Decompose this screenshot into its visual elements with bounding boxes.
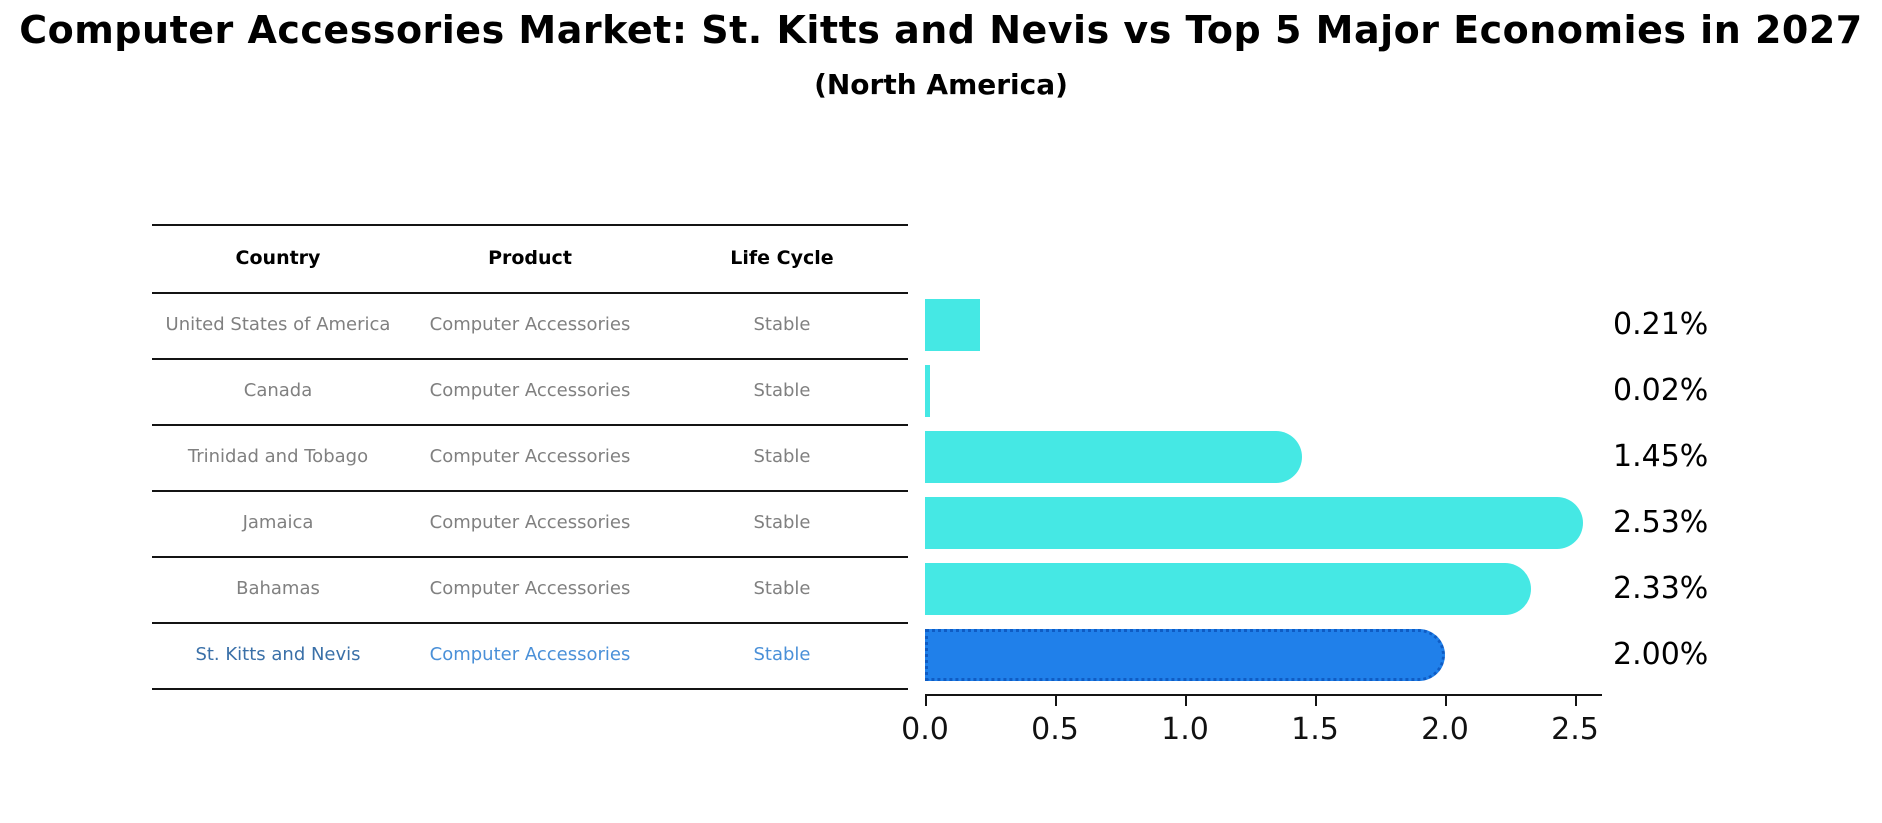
table-rule <box>152 424 908 426</box>
table-cell-product: Computer Accessories <box>429 644 631 665</box>
table-cell-product: Computer Accessories <box>429 314 631 335</box>
chart-title: Computer Accessories Market: St. Kitts a… <box>19 8 1863 52</box>
x-axis-tick-label: 2.0 <box>1421 712 1469 747</box>
table-cell-country: Canada <box>243 380 313 401</box>
bar-value-label: 0.02% <box>1613 373 1709 408</box>
x-axis-tick <box>1315 696 1317 706</box>
x-axis-tick-label: 1.5 <box>1291 712 1339 747</box>
table-cell-product: Computer Accessories <box>429 380 631 401</box>
table-cell-country: United States of America <box>165 314 391 335</box>
table-rule <box>152 622 908 624</box>
table-cell-life_cycle: Stable <box>753 578 811 599</box>
table-cell-country: Bahamas <box>236 578 320 599</box>
x-axis-line <box>925 694 1602 696</box>
x-axis-tick <box>1055 696 1057 706</box>
bar-value-label: 0.21% <box>1613 307 1709 342</box>
table-rule <box>152 358 908 360</box>
table-header-life-cycle: Life Cycle <box>730 247 834 269</box>
table-cell-country: St. Kitts and Nevis <box>195 644 361 665</box>
table-cell-product: Computer Accessories <box>429 578 631 599</box>
table-header-country: Country <box>235 247 321 269</box>
table-rule <box>152 292 908 294</box>
bar[interactable] <box>925 431 1302 483</box>
table-cell-product: Computer Accessories <box>429 512 631 533</box>
x-axis-tick-label: 0.5 <box>1031 712 1079 747</box>
bar[interactable] <box>925 497 1583 549</box>
x-axis-tick <box>1445 696 1447 706</box>
bar-highlight[interactable] <box>925 629 1445 681</box>
table-cell-life_cycle: Stable <box>753 446 811 467</box>
table-cell-life_cycle: Stable <box>753 314 811 335</box>
table-cell-life_cycle: Stable <box>753 380 811 401</box>
table-rule <box>152 688 908 690</box>
table-cell-life_cycle: Stable <box>753 644 811 665</box>
table-cell-life_cycle: Stable <box>753 512 811 533</box>
bar-value-label: 2.00% <box>1613 637 1709 672</box>
bar[interactable] <box>925 365 930 417</box>
table-rule <box>152 556 908 558</box>
bar-value-label: 2.33% <box>1613 571 1709 606</box>
x-axis-tick-label: 2.5 <box>1551 712 1599 747</box>
table-cell-country: Jamaica <box>242 512 314 533</box>
bar-value-label: 1.45% <box>1613 439 1709 474</box>
table-rule <box>152 224 908 226</box>
table-rule <box>152 490 908 492</box>
table-cell-country: Trinidad and Tobago <box>187 446 369 467</box>
x-axis-tick-label: 0.0 <box>901 712 949 747</box>
chart-subtitle: (North America) <box>814 68 1068 101</box>
x-axis-tick <box>1575 696 1577 706</box>
bar-value-label: 2.53% <box>1613 505 1709 540</box>
x-axis-tick <box>925 696 927 706</box>
table-cell-product: Computer Accessories <box>429 446 631 467</box>
bar[interactable] <box>925 563 1531 615</box>
x-axis-tick-label: 1.0 <box>1161 712 1209 747</box>
bar[interactable] <box>925 299 980 351</box>
table-header-product: Product <box>488 247 572 269</box>
x-axis-tick <box>1185 696 1187 706</box>
